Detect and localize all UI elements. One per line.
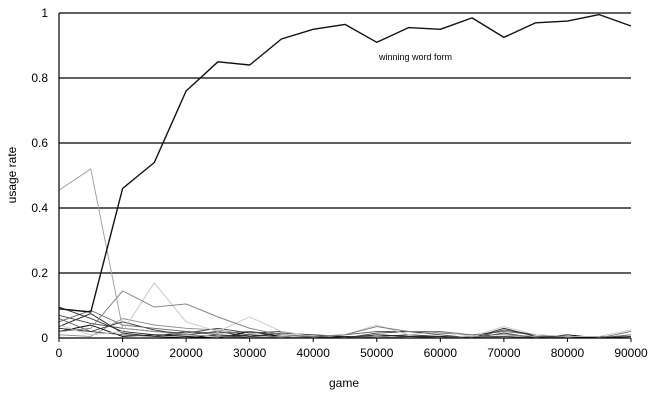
series-layer bbox=[58, 13, 632, 339]
y-tick-label: 1 bbox=[41, 6, 48, 20]
y-tick-label: 0.4 bbox=[31, 201, 48, 215]
x-tick-label: 40000 bbox=[297, 346, 331, 360]
y-tick-label: 0.2 bbox=[31, 266, 48, 280]
winning-word-form-annotation: winning word form bbox=[378, 52, 452, 62]
x-tick-label: 70000 bbox=[487, 346, 521, 360]
y-axis-title: usage rate bbox=[5, 146, 19, 203]
y-tick-label: 0.8 bbox=[31, 71, 48, 85]
x-tick-label: 90000 bbox=[614, 346, 648, 360]
y-tick-label: 0.6 bbox=[31, 136, 48, 150]
gridlines bbox=[59, 12, 631, 274]
x-axis-title: game bbox=[329, 376, 359, 390]
x-tick-labels: 0 10000 20000 30000 40000 50000 60000 70000 8000… bbox=[56, 338, 648, 360]
y-tick-labels: 0 0.2 0.4 0.6 0.8 1 bbox=[31, 6, 48, 345]
x-tick-label: 0 bbox=[56, 346, 63, 360]
x-tick-label: 50000 bbox=[360, 346, 394, 360]
x-tick-label: 60000 bbox=[424, 346, 458, 360]
series-line bbox=[58, 290, 632, 339]
series-line bbox=[58, 306, 632, 339]
y-tick-label: 0 bbox=[41, 331, 48, 345]
x-tick-label: 10000 bbox=[106, 346, 140, 360]
x-tick-label: 30000 bbox=[233, 346, 267, 360]
series-line bbox=[58, 13, 632, 313]
x-tick-label: 80000 bbox=[551, 346, 585, 360]
axes bbox=[58, 13, 631, 339]
series-line bbox=[58, 282, 632, 337]
x-tick-label: 20000 bbox=[169, 346, 203, 360]
series-line bbox=[58, 168, 631, 339]
